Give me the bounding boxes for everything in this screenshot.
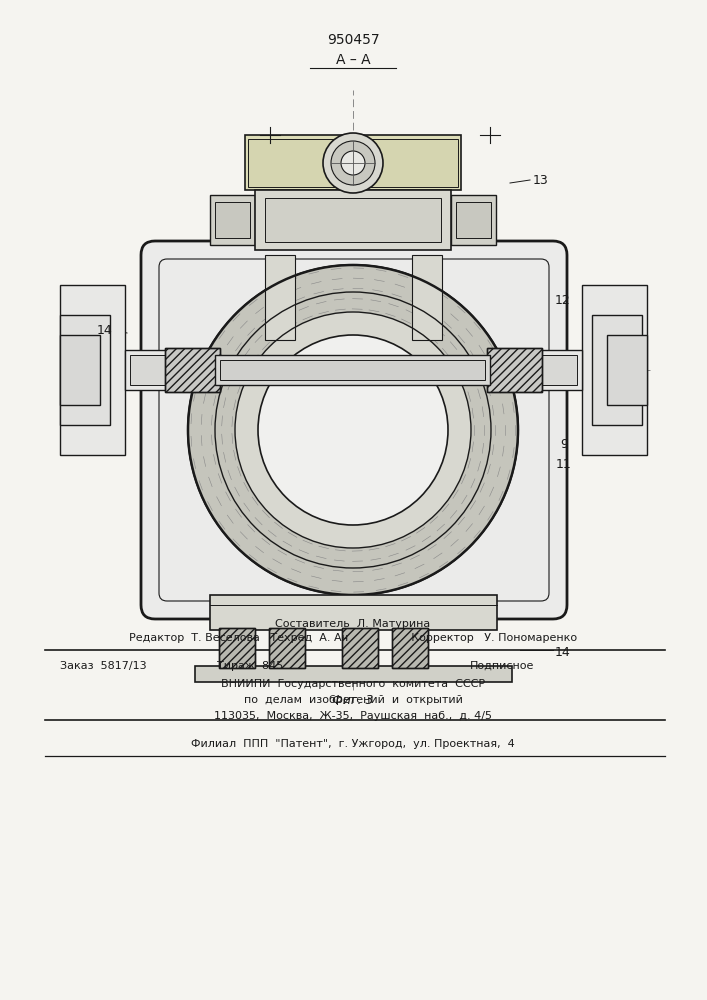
Bar (219, 628, 255, 668)
Bar (487, 348, 542, 392)
Text: Составитель  Л. Матурина: Составитель Л. Матурина (275, 619, 431, 629)
Text: 950457: 950457 (327, 33, 380, 47)
Text: 14: 14 (555, 646, 571, 658)
FancyBboxPatch shape (141, 241, 567, 619)
Bar (607, 335, 647, 405)
Bar (60, 335, 100, 405)
Circle shape (341, 151, 365, 175)
Text: 14: 14 (96, 324, 112, 336)
Bar (592, 315, 642, 425)
Bar (125, 350, 170, 390)
Text: по  делам  изобретений  и  открытий: по делам изобретений и открытий (244, 695, 462, 705)
Bar (255, 190, 451, 250)
Text: 9: 9 (560, 438, 568, 452)
Text: 113035,  Москва,  Ж-35,  Раушская  наб.,  д. 4/5: 113035, Москва, Ж-35, Раушская наб., д. … (214, 711, 492, 721)
Bar (215, 355, 490, 385)
Bar (195, 666, 512, 682)
Bar (487, 348, 542, 392)
Circle shape (331, 141, 375, 185)
Bar (451, 195, 496, 245)
Text: Фиг. 3: Фиг. 3 (332, 694, 374, 706)
Text: Тираж  845: Тираж 845 (217, 661, 283, 671)
Text: А – А: А – А (336, 53, 370, 67)
Bar (130, 355, 165, 385)
Bar (392, 628, 428, 668)
Text: Подписное: Подписное (470, 661, 534, 671)
Bar (219, 628, 255, 668)
Text: 13: 13 (533, 174, 549, 186)
Text: ВНИИПИ  Государственного  комитета  СССР: ВНИИПИ Государственного комитета СССР (221, 679, 485, 689)
Circle shape (323, 133, 383, 193)
Wedge shape (188, 265, 518, 595)
Bar (269, 628, 305, 668)
Bar (456, 202, 491, 238)
Bar (165, 348, 220, 392)
Bar (60, 315, 110, 425)
Bar (248, 139, 458, 187)
Bar (269, 628, 305, 668)
Bar (392, 628, 428, 668)
Bar (215, 202, 250, 238)
Text: 11: 11 (556, 458, 572, 472)
Bar (342, 628, 378, 668)
Circle shape (258, 335, 448, 525)
Bar (165, 348, 220, 392)
Bar (582, 285, 647, 455)
Bar (245, 135, 461, 190)
Bar (412, 255, 442, 340)
Bar (210, 195, 255, 245)
Bar (342, 628, 378, 668)
Bar (220, 360, 485, 380)
Bar (210, 595, 497, 630)
Text: Филиал  ППП  "Патент",  г. Ужгород,  ул. Проектная,  4: Филиал ППП "Патент", г. Ужгород, ул. Про… (191, 739, 515, 749)
Bar (265, 198, 441, 242)
Text: 12: 12 (555, 294, 571, 306)
Text: Заказ  5817/13: Заказ 5817/13 (60, 661, 146, 671)
Circle shape (188, 265, 518, 595)
Bar (537, 350, 582, 390)
Bar (265, 255, 295, 340)
Bar (60, 285, 125, 455)
Text: Редактор  Т. Веселова   Техред  А. Ач                  Корректор   У. Пономаренк: Редактор Т. Веселова Техред А. Ач Коррек… (129, 633, 577, 643)
Bar (542, 355, 577, 385)
